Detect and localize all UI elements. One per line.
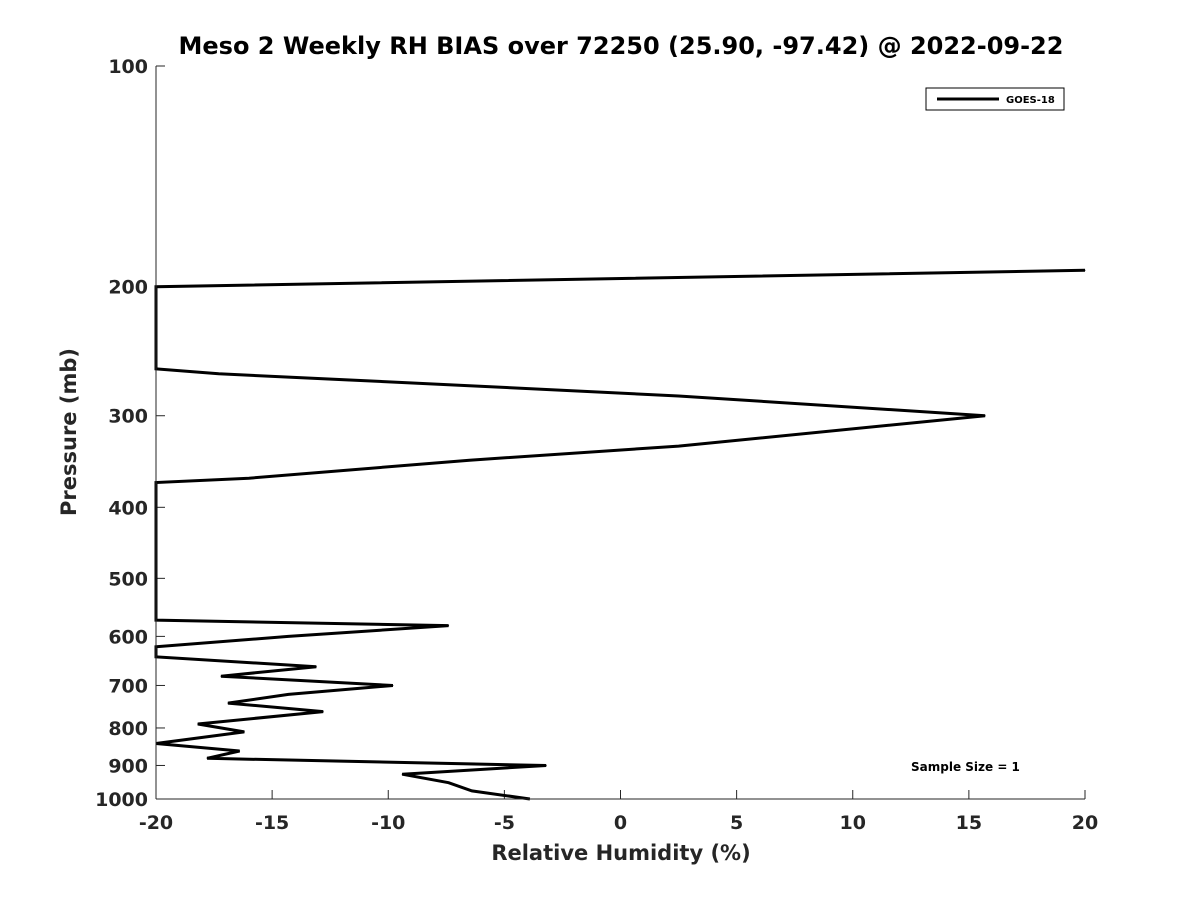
x-axis-label: Relative Humidity (%) xyxy=(491,841,750,865)
x-tick-label: 15 xyxy=(956,812,982,834)
data-point xyxy=(984,415,986,417)
x-tick-label: -10 xyxy=(371,812,405,834)
series-line xyxy=(154,268,1086,801)
y-tick-label: 700 xyxy=(108,675,148,697)
data-point xyxy=(448,782,450,784)
x-tick-label: 5 xyxy=(730,812,743,834)
data-point xyxy=(471,790,473,792)
x-tick-label: 10 xyxy=(840,812,866,834)
data-point xyxy=(218,373,220,375)
data-point xyxy=(678,445,680,447)
data-point xyxy=(197,723,199,725)
data-point xyxy=(239,750,241,752)
y-tick-label: 1000 xyxy=(95,789,148,811)
x-tick-label: -20 xyxy=(139,812,173,834)
data-point xyxy=(322,711,324,713)
legend-label: GOES-18 xyxy=(1006,95,1055,106)
data-point xyxy=(315,666,317,668)
chart-title: Meso 2 Weekly RH BIAS over 72250 (25.90,… xyxy=(179,32,1064,60)
y-tick-label: 900 xyxy=(108,755,148,777)
data-point xyxy=(392,685,394,686)
y-axis-label: Pressure (mb) xyxy=(57,348,81,516)
x-tick-label: -15 xyxy=(255,812,289,834)
x-axis-ticks: -20 -15 -10 -5 0 5 10 15 20 xyxy=(139,790,1098,834)
data-point xyxy=(220,675,222,677)
data-point xyxy=(401,773,403,775)
x-tick-label: -5 xyxy=(494,812,515,834)
data-point xyxy=(227,702,229,704)
y-tick-label: 500 xyxy=(108,568,148,590)
y-axis-ticks: 100 200 300 400 500 600 700 800 900 1000 xyxy=(95,56,165,811)
data-point xyxy=(248,477,250,479)
data-point xyxy=(545,765,547,766)
data-point xyxy=(448,625,450,627)
data-point xyxy=(287,693,289,695)
y-tick-label: 300 xyxy=(108,406,148,428)
data-point xyxy=(243,731,245,733)
data-point xyxy=(287,635,289,637)
data-point xyxy=(206,757,208,759)
y-tick-label: 400 xyxy=(108,497,148,519)
data-point xyxy=(678,395,680,397)
y-tick-label: 200 xyxy=(108,277,148,299)
y-tick-label: 800 xyxy=(108,718,148,740)
data-point xyxy=(469,385,470,387)
x-tick-label: 20 xyxy=(1072,812,1098,834)
data-point xyxy=(469,459,470,461)
x-tick-label: 0 xyxy=(614,812,627,834)
y-tick-label: 100 xyxy=(108,56,148,78)
series-layer xyxy=(154,268,1086,801)
y-tick-label: 600 xyxy=(108,626,148,648)
data-point xyxy=(1084,269,1086,271)
sample-size-annotation: Sample Size = 1 xyxy=(911,760,1020,774)
legend: GOES-18 xyxy=(925,87,1065,111)
